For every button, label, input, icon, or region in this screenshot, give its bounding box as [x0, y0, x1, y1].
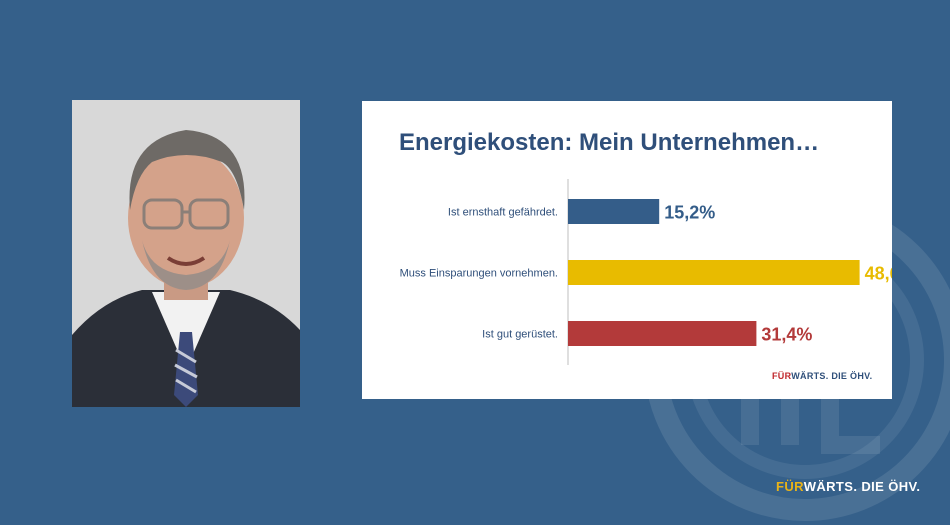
- slide-brand-logo: FÜRWÄRTS. DIE ÖHV.: [776, 479, 920, 494]
- value-label: 15,2%: [664, 203, 715, 223]
- slide-brand-accent: FÜR: [776, 479, 804, 494]
- card-brand-accent: FÜR: [772, 371, 792, 381]
- portrait-photo: [72, 100, 300, 407]
- category-label: Muss Einsparungen vornehmen.: [400, 268, 558, 280]
- bar-chart: Ist ernsthaft gefährdet. 15,2% Muss Einspa…: [400, 179, 892, 365]
- category-label: Ist gut gerüstet.: [482, 329, 558, 341]
- portrait-illustration: [72, 100, 300, 407]
- chart-title: Energiekosten: Mein Unternehmen…: [399, 129, 820, 156]
- category-label: Ist ernsthaft gefährdet.: [448, 207, 558, 219]
- value-label: 48,6%: [865, 264, 892, 284]
- slide-brand-rest: WÄRTS. DIE ÖHV.: [803, 479, 921, 494]
- value-label: 31,4%: [761, 325, 812, 345]
- bar: [568, 260, 860, 285]
- card-brand-logo: FÜRWÄRTS. DIE ÖHV.: [772, 371, 872, 381]
- chart-card: Energiekosten: Mein Unternehmen… Ist ern…: [362, 101, 892, 399]
- bar: [568, 199, 660, 224]
- bar: [568, 321, 757, 346]
- card-brand-rest: WÄRTS. DIE ÖHV.: [791, 371, 873, 381]
